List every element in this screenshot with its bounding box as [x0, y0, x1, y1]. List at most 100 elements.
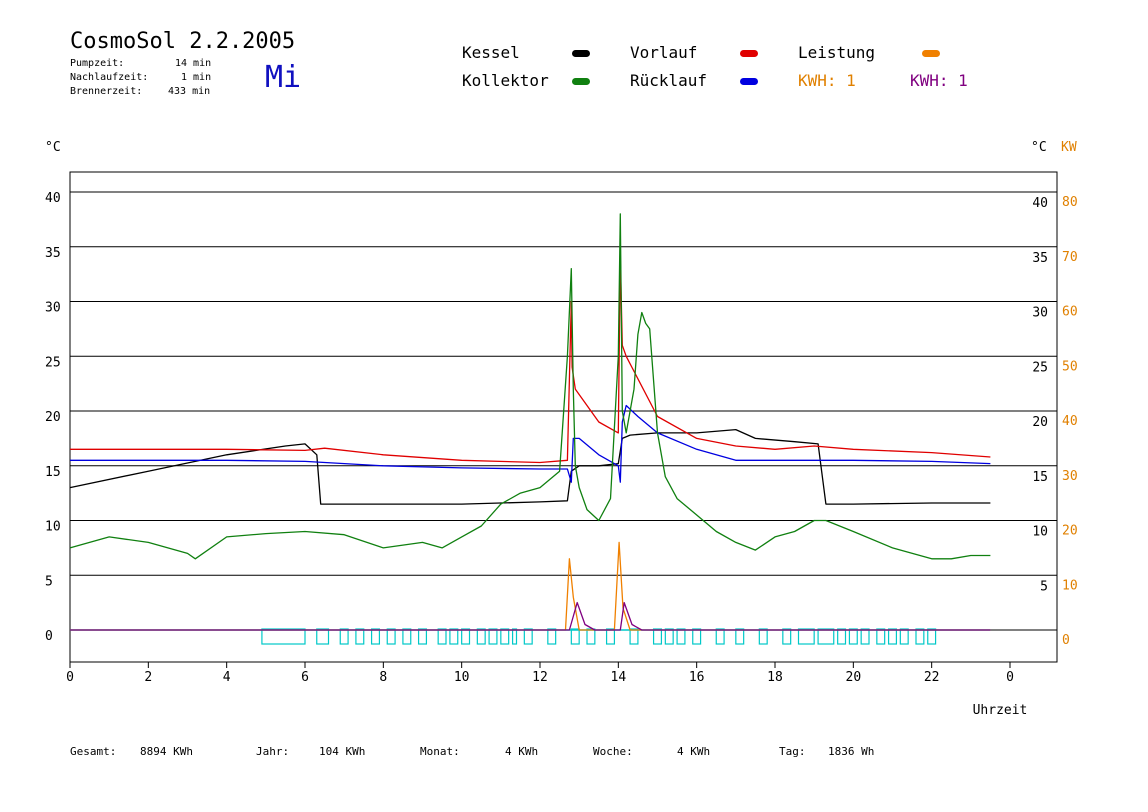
burner-time-label: Brennerzeit:	[70, 86, 143, 97]
series-line-rcklauf	[70, 404, 991, 483]
month-value: 4 KWh	[505, 745, 539, 758]
x-tick-label: 12	[532, 670, 548, 685]
pump-on-mark	[476, 628, 486, 645]
x-tick-label: 16	[689, 670, 705, 685]
x-axis-label: Uhrzeit	[973, 703, 1028, 718]
burner-time-value: 433 min	[168, 86, 211, 97]
run-time-value: 1 min	[181, 72, 212, 83]
pump-on-mark	[370, 628, 381, 645]
year-label: Jahr:	[256, 745, 290, 758]
y-tick-label-right: 20	[1032, 415, 1048, 430]
y-tick-label-power: 70	[1062, 250, 1078, 265]
pump-on-mark	[692, 628, 702, 645]
y-tick-label-right: 15	[1032, 470, 1048, 485]
y-tick-label-left: 0	[45, 629, 53, 644]
x-tick-label: 2	[144, 670, 152, 685]
y-tick-label-left: 25	[45, 355, 61, 370]
legend-kwh-orange: KWH: 1	[798, 71, 856, 90]
legend-leistung-swatch	[922, 50, 940, 57]
pump-time-label: Pumpzeit:	[70, 58, 125, 69]
pump-on-mark	[652, 628, 663, 645]
pump-on-mark	[402, 628, 412, 645]
month-label: Monat:	[420, 745, 460, 758]
pump-on-mark	[386, 628, 396, 645]
week-value: 4 KWh	[677, 745, 711, 758]
y-tick-label-left: 15	[45, 465, 61, 480]
weekday-label: Mi	[265, 60, 302, 95]
pump-on-mark	[437, 628, 447, 645]
series-line-kollektor	[69, 213, 991, 560]
y-tick-label-power: 30	[1062, 469, 1078, 484]
pump-on-mark	[355, 628, 365, 645]
pump-on-mark	[887, 628, 898, 645]
legend-kessel-swatch	[572, 50, 590, 57]
pump-on-mark	[523, 628, 533, 645]
y-axis-unit-right: °C	[1031, 140, 1047, 155]
y-tick-label-power: 0	[1062, 633, 1070, 648]
pump-on-mark	[664, 628, 674, 645]
legend-ruecklauf-label: Rücklauf	[630, 71, 708, 90]
y-tick-label-right: 30	[1032, 306, 1048, 321]
run-time-label: Nachlaufzeit:	[70, 72, 149, 83]
y-tick-label-left: 20	[45, 410, 61, 425]
day-label: Tag:	[779, 745, 806, 758]
pump-on-mark	[316, 628, 330, 645]
day-value: 1836 Wh	[828, 745, 875, 758]
pump-on-mark	[547, 628, 557, 645]
legend-kwh-purple: KWH: 1	[910, 71, 968, 90]
plot-frame	[69, 171, 1058, 663]
pump-on-mark	[488, 628, 498, 645]
x-tick-label: 14	[611, 670, 627, 685]
y-axis-unit-power: KW	[1061, 140, 1077, 155]
y-tick-label-power: 50	[1062, 359, 1078, 374]
pump-on-mark	[860, 628, 870, 645]
y-tick-label-power: 40	[1062, 414, 1078, 429]
pump-on-mark	[735, 628, 745, 645]
pump-on-mark	[848, 628, 858, 645]
total-label: Gesamt:	[70, 745, 117, 758]
x-tick-label: 6	[301, 670, 309, 685]
y-tick-label-power: 20	[1062, 524, 1078, 539]
pump-on-mark	[605, 628, 616, 645]
legend-kessel-label: Kessel	[462, 43, 520, 62]
x-tick-label: 8	[379, 670, 387, 685]
pump-on-mark	[899, 628, 909, 645]
legend-leistung-label: Leistung	[798, 43, 876, 62]
pump-on-mark	[449, 628, 459, 645]
x-tick-label: 4	[223, 670, 231, 685]
pump-on-mark	[261, 628, 306, 645]
pump-on-mark	[782, 628, 792, 645]
legend-vorlauf-swatch	[740, 50, 758, 57]
total-value: 8894 KWh	[140, 745, 193, 758]
series-line-vorlauf	[70, 257, 991, 464]
y-tick-label-right: 5	[1040, 579, 1048, 594]
pump-on-mark	[570, 628, 580, 645]
series-line-kwh	[70, 601, 991, 631]
pump-on-mark	[758, 628, 768, 645]
y-axis-unit-left: °C	[45, 140, 61, 155]
y-tick-label-right: 10	[1032, 525, 1048, 540]
pump-on-mark	[511, 628, 518, 645]
y-tick-label-right: 35	[1032, 251, 1048, 266]
x-tick-label: 10	[454, 670, 470, 685]
y-tick-label-left: 40	[45, 191, 61, 206]
year-value: 104 KWh	[319, 745, 366, 758]
pump-on-mark	[629, 628, 639, 645]
y-tick-label-left: 5	[45, 574, 53, 589]
pump-on-mark	[461, 628, 471, 645]
series-line-leistung	[70, 541, 991, 631]
pump-on-mark	[797, 628, 815, 645]
pump-on-mark	[715, 628, 725, 645]
legend-vorlauf-label: Vorlauf	[630, 43, 698, 62]
x-tick-label: 20	[846, 670, 862, 685]
y-tick-label-power: 10	[1062, 578, 1078, 593]
y-tick-label-right: 40	[1032, 196, 1048, 211]
pump-on-mark	[500, 628, 510, 645]
y-tick-label-power: 60	[1062, 305, 1078, 320]
y-tick-label-left: 30	[45, 301, 61, 316]
x-tick-label: 22	[924, 670, 940, 685]
legend-kollektor-label: Kollektor	[462, 71, 549, 90]
y-tick-label-power: 80	[1062, 195, 1078, 210]
pump-on-mark	[876, 628, 886, 645]
